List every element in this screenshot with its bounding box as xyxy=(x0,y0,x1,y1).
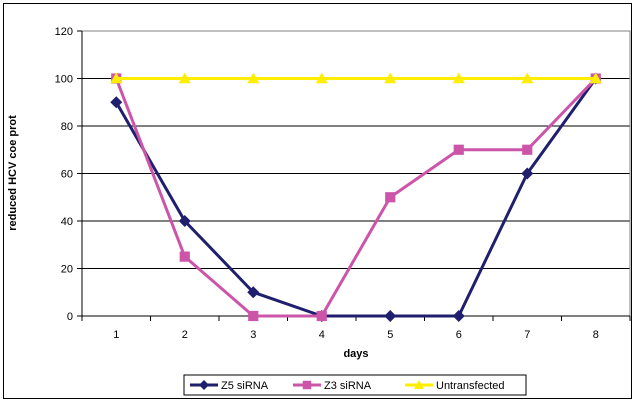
data-point xyxy=(247,72,260,84)
data-point xyxy=(453,144,464,155)
legend-box xyxy=(183,374,527,396)
legend-marker xyxy=(199,380,209,390)
y-axis-title: reduced HCV coe prot xyxy=(7,115,19,231)
data-point xyxy=(385,192,396,203)
data-point xyxy=(179,251,190,262)
legend: Z5 siRNA Z3 siRNA Untransfected xyxy=(183,374,527,396)
data-point xyxy=(110,72,123,84)
legend-label: Z5 siRNA xyxy=(221,380,269,392)
data-point xyxy=(247,286,260,299)
y-tick-label: 20 xyxy=(61,264,73,276)
x-tick-label: 5 xyxy=(387,329,393,341)
legend-marker xyxy=(414,380,424,389)
data-point xyxy=(178,215,191,227)
data-point xyxy=(521,72,534,84)
x-tick-label: 6 xyxy=(456,329,462,341)
data-point xyxy=(315,72,328,84)
x-tick-label: 3 xyxy=(250,329,256,341)
x-tick-label: 7 xyxy=(524,329,530,341)
series-line xyxy=(114,77,597,318)
chart-frame xyxy=(3,3,632,399)
data-point xyxy=(384,72,397,84)
data-point xyxy=(589,72,602,84)
x-tick-label: 4 xyxy=(319,329,325,341)
legend-item: Untransfected xyxy=(405,380,504,392)
y-tick-label: 80 xyxy=(61,121,73,133)
data-point xyxy=(178,72,191,84)
series-group xyxy=(110,72,602,322)
legend-item: Z5 siRNA xyxy=(190,380,269,392)
y-tick-label: 40 xyxy=(61,216,73,228)
x-tick-label: 2 xyxy=(182,329,188,341)
data-point xyxy=(110,96,123,109)
y-tick-label: 100 xyxy=(55,74,73,86)
data-point xyxy=(316,310,327,322)
legend-marker xyxy=(302,380,312,390)
legend-label: Z3 siRNA xyxy=(324,380,372,392)
y-tick-label: 60 xyxy=(61,169,73,181)
y-tick-label: 120 xyxy=(55,26,73,38)
data-point xyxy=(522,144,533,155)
data-point xyxy=(248,310,259,322)
data-point xyxy=(521,167,534,180)
series-untransfected xyxy=(110,72,602,84)
legend-item: Z3 siRNA xyxy=(293,380,372,392)
y-tick-label: 0 xyxy=(67,311,73,323)
series-line xyxy=(114,77,597,318)
x-tick-label: 1 xyxy=(113,329,119,341)
legend-label: Untransfected xyxy=(436,380,504,392)
data-point xyxy=(452,310,465,322)
data-point xyxy=(452,72,465,84)
data-point xyxy=(384,310,397,322)
x-axis-title: days xyxy=(343,348,368,360)
x-tick-label: 8 xyxy=(593,329,599,341)
